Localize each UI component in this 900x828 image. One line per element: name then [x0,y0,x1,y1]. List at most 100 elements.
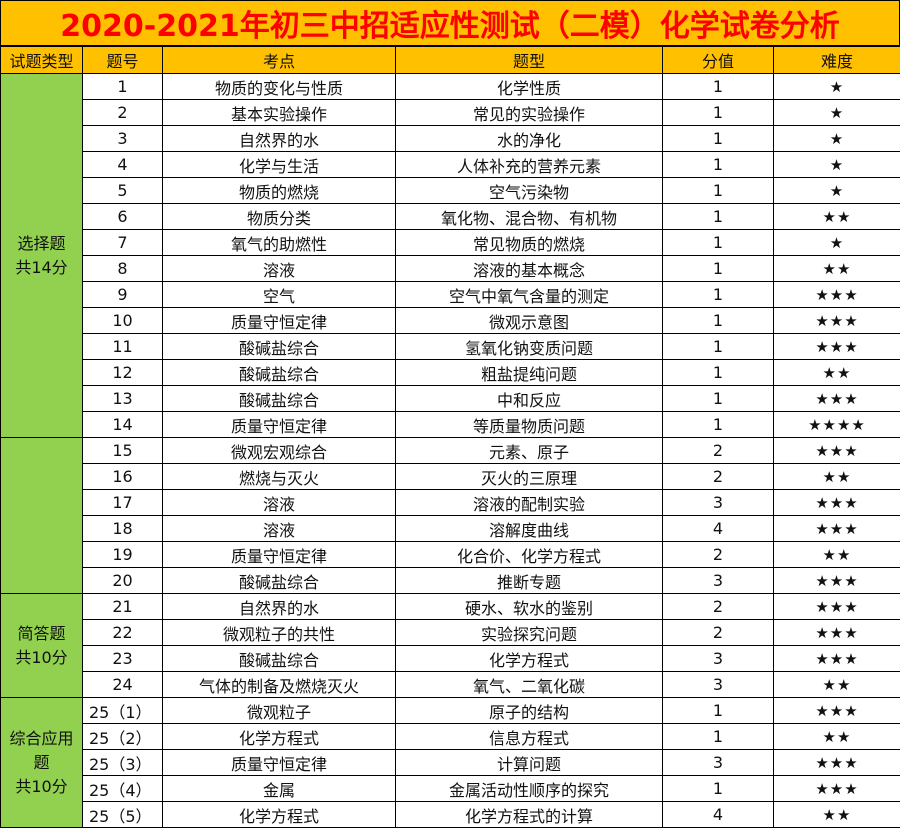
score: 2 [662,619,774,646]
category-cell [0,437,83,594]
table-row: 15 微观宏观综合 元素、原子 2 ★★★ [0,437,900,594]
difficulty-stars: ★★★ [773,385,900,412]
question-type: 氧化物、混合物、有机物 [395,203,663,230]
table-row: 4 化学与生活 人体补充的营养元素 1 ★ [1,151,900,178]
question-number: 8 [82,255,163,282]
table-row: 20 酸碱盐综合 推断专题 3 ★★★ [1,567,900,594]
table-row: 11 酸碱盐综合 氢氧化钠变质问题 1 ★★★ [1,333,900,360]
difficulty-stars: ★★★ [773,437,900,464]
difficulty-stars: ★★★ [773,333,900,360]
question-number: 20 [82,567,163,594]
question-type: 灭火的三原理 [395,463,663,490]
question-type: 人体补充的营养元素 [395,151,663,178]
header-score: 分值 [662,46,774,74]
question-type: 空气污染物 [395,177,663,204]
question-type: 溶液的配制实验 [395,489,663,516]
score: 1 [662,775,774,802]
difficulty-stars: ★ [773,229,900,256]
score: 3 [662,489,774,516]
question-number: 25（5） [82,801,163,828]
header-difficulty: 难度 [773,46,900,74]
header-row: 试题类型 题号 考点 题型 分值 难度 [0,46,900,74]
score: 3 [662,749,774,776]
question-number: 18 [82,515,163,542]
knowledge-point: 物质分类 [162,203,396,230]
table-row: 5 物质的燃烧 空气污染物 1 ★ [1,177,900,204]
question-type: 硬水、软水的鉴别 [395,593,663,620]
score: 2 [662,593,774,620]
question-type: 化学性质 [395,73,663,100]
difficulty-stars: ★★★ [773,515,900,542]
score: 1 [662,151,774,178]
table-row: 10 质量守恒定律 微观示意图 1 ★★★ [1,307,900,334]
question-type: 氢氧化钠变质问题 [395,333,663,360]
difficulty-stars: ★★ [773,541,900,568]
question-number: 24 [82,671,163,698]
knowledge-point: 空气 [162,281,396,308]
question-type: 推断专题 [395,567,663,594]
question-number: 13 [82,385,163,412]
question-number: 3 [82,125,163,152]
table-row: 14 质量守恒定律 等质量物质问题 1 ★★★★ [1,411,900,438]
question-number: 14 [82,411,163,438]
knowledge-point: 物质的燃烧 [162,177,396,204]
header-number: 题号 [82,46,163,74]
category-label-line: 题 [33,752,50,772]
question-type: 粗盐提纯问题 [395,359,663,386]
table-row: 3 自然界的水 水的净化 1 ★ [1,125,900,152]
difficulty-stars: ★★★★ [773,411,900,438]
question-number: 10 [82,307,163,334]
knowledge-point: 基本实验操作 [162,99,396,126]
knowledge-point: 酸碱盐综合 [162,645,396,672]
category-cell: 综合应用题共10分 [0,697,83,828]
question-number: 7 [82,229,163,256]
knowledge-point: 金属 [162,775,396,802]
question-type: 化合价、化学方程式 [395,541,663,568]
knowledge-point: 微观宏观综合 [162,437,396,464]
question-type: 溶解度曲线 [395,515,663,542]
header-point: 考点 [162,46,396,74]
question-type: 水的净化 [395,125,663,152]
difficulty-stars: ★ [773,125,900,152]
knowledge-point: 酸碱盐综合 [162,359,396,386]
difficulty-stars: ★★ [773,359,900,386]
question-number: 6 [82,203,163,230]
score: 1 [662,411,774,438]
knowledge-point: 酸碱盐综合 [162,333,396,360]
knowledge-point: 微观粒子 [162,697,396,724]
category-label-line: 综合应用 [9,728,74,748]
question-number: 4 [82,151,163,178]
difficulty-stars: ★★★ [773,645,900,672]
table-row: 24 气体的制备及燃烧灭火 氧气、二氧化碳 3 ★★ [1,671,900,698]
question-number: 21 [82,593,163,620]
question-type: 实验探究问题 [395,619,663,646]
knowledge-point: 化学方程式 [162,723,396,750]
question-type: 信息方程式 [395,723,663,750]
knowledge-point: 溶液 [162,515,396,542]
score: 2 [662,541,774,568]
table-row: 2 基本实验操作 常见的实验操作 1 ★ [1,99,900,126]
category-label-line: 共10分 [15,776,68,796]
question-type: 计算问题 [395,749,663,776]
question-type: 化学方程式的计算 [395,801,663,828]
question-number: 1 [82,73,163,100]
question-number: 9 [82,281,163,308]
question-type: 微观示意图 [395,307,663,334]
table-row: 25（5） 化学方程式 化学方程式的计算 4 ★★ [1,801,900,828]
score: 1 [662,99,774,126]
score: 1 [662,73,774,100]
score: 1 [662,697,774,724]
knowledge-point: 化学方程式 [162,801,396,828]
difficulty-stars: ★★ [773,723,900,750]
table-row: 25（3） 质量守恒定律 计算问题 3 ★★★ [1,749,900,776]
difficulty-stars: ★★★ [773,619,900,646]
score: 1 [662,333,774,360]
knowledge-point: 质量守恒定律 [162,307,396,334]
difficulty-stars: ★★★ [773,489,900,516]
question-number: 16 [82,463,163,490]
difficulty-stars: ★★★ [773,749,900,776]
difficulty-stars: ★★★ [773,567,900,594]
table-row: 25（2） 化学方程式 信息方程式 1 ★★ [1,723,900,750]
question-number: 12 [82,359,163,386]
score: 1 [662,359,774,386]
